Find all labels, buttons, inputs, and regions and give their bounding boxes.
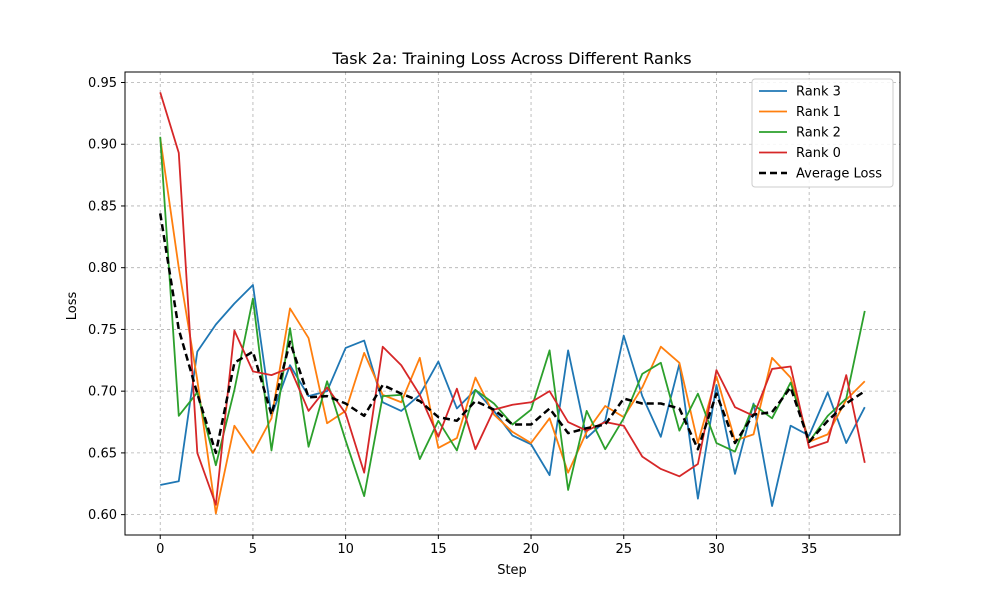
- series-lines: [158, 92, 866, 515]
- y-tick-label: 0.80: [88, 261, 117, 276]
- legend-label: Average Loss: [796, 167, 882, 182]
- x-tick-label: 15: [430, 542, 447, 557]
- legend-label: Rank 1: [796, 105, 841, 120]
- chart-title: Task 2a: Training Loss Across Different …: [331, 49, 691, 68]
- plot-frame: [124, 71, 901, 536]
- legend-label: Rank 0: [796, 146, 841, 161]
- legend-label: Rank 3: [796, 85, 841, 100]
- x-tick-label: 0: [156, 542, 164, 557]
- x-tick-label: 10: [337, 542, 354, 557]
- y-tick-label: 0.75: [88, 323, 117, 338]
- axes: 0 5 10 15 20 25 30 35 0.60 0.65 0.70 0.75 0.80 0.85 0.…: [88, 76, 817, 557]
- y-tick-label: 0.60: [88, 508, 117, 523]
- x-tick-label: 25: [615, 542, 632, 557]
- series-line-rank-2: [159, 136, 866, 498]
- y-tick-label: 0.90: [88, 138, 117, 153]
- legend-label: Rank 2: [796, 126, 841, 141]
- y-axis-label: Loss: [65, 292, 80, 321]
- x-tick-label: 30: [708, 542, 725, 557]
- series-line-rank-1: [159, 137, 866, 515]
- x-tick-label: 20: [523, 542, 540, 557]
- y-tick-label: 0.95: [88, 76, 117, 91]
- x-tick-label: 35: [801, 542, 818, 557]
- legend-box: [751, 78, 894, 188]
- y-tick-label: 0.85: [88, 199, 117, 214]
- grid: [125, 72, 900, 535]
- x-axis-label: Step: [497, 563, 527, 578]
- series-line-average-loss: [158, 213, 866, 455]
- series-line-rank-0: [159, 92, 866, 506]
- y-tick-label: 0.70: [88, 385, 117, 400]
- series-line-rank-3: [160, 284, 866, 507]
- x-tick-label: 5: [249, 542, 257, 557]
- legend: Rank 3 Rank 1 Rank 2 Rank 0 Average Loss: [751, 78, 894, 188]
- y-tick-label: 0.65: [88, 446, 117, 461]
